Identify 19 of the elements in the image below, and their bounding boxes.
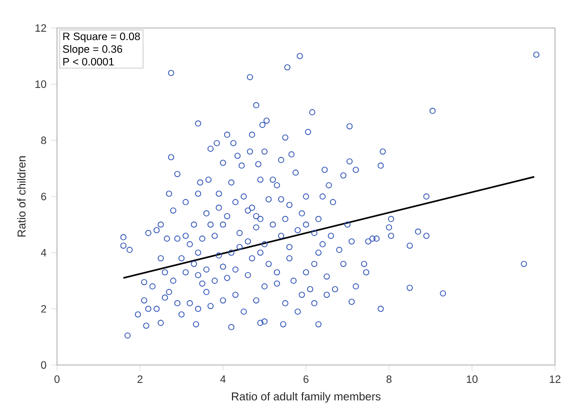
- x-tick-label: 8: [386, 375, 392, 383]
- x-tick-label: 6: [304, 375, 308, 383]
- x-tick-label: 10: [466, 375, 478, 383]
- y-tick-label: 10: [36, 80, 46, 88]
- x-tick-label: 4: [220, 375, 226, 383]
- y-tick-label: 2: [41, 305, 46, 313]
- x-tick-label: 2: [138, 375, 142, 383]
- y-tick-label: 6: [41, 192, 46, 200]
- y-tick-label: 8: [41, 136, 46, 144]
- y-tick-label: 0: [41, 361, 46, 369]
- x-tick-label: 0: [54, 375, 60, 383]
- y-tick-label: 12: [36, 24, 46, 32]
- y-tick-label: 4: [40, 248, 46, 256]
- x-axis-title: Ratio of adult family members: [232, 392, 381, 403]
- y-axis-title: Ratio of children: [17, 156, 26, 237]
- annotation: Slope = 0.36: [62, 44, 122, 55]
- annotation: P < 0.0001: [63, 58, 114, 66]
- annotation: R Square = 0.08: [63, 32, 140, 42]
- x-tick-label: 12: [550, 375, 560, 383]
